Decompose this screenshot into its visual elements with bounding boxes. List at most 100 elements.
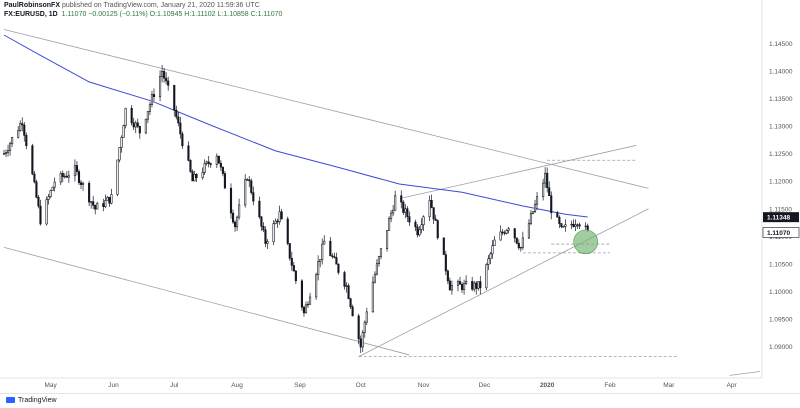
- candle-body-56: [161, 70, 164, 77]
- candle-body-94: [266, 241, 269, 244]
- moving-average-layer: [3, 34, 588, 218]
- candle-body-193: [548, 187, 551, 196]
- candle-body-69: [195, 174, 198, 179]
- candle-body-1: [4, 152, 8, 155]
- candle-body-147: [418, 229, 421, 236]
- candle-body-58: [165, 77, 168, 82]
- candle-body-173: [491, 245, 494, 255]
- candle-body-89: [252, 192, 255, 202]
- candle-body-192: [546, 172, 549, 189]
- candle-body-200: [570, 223, 573, 226]
- candle-body-4: [11, 137, 14, 144]
- candle-body-134: [379, 248, 383, 257]
- candle-body-50: [144, 118, 147, 134]
- price-axis[interactable]: 1.14500 1.14000 1.13500 1.13000 1.12500 1.120…: [762, 41, 800, 351]
- candle-body-171: [487, 258, 490, 265]
- candle-body-198: [562, 226, 565, 228]
- candle-body-172: [489, 253, 492, 260]
- candle-body-55: [159, 76, 162, 98]
- candle-body-53: [150, 94, 154, 105]
- candle-body-76: [217, 155, 220, 164]
- price-tick-2: 1.13500: [769, 96, 793, 103]
- candle-body-75: [215, 155, 218, 165]
- candle-body-3: [9, 143, 12, 151]
- candle-body-54: [152, 94, 156, 98]
- candle-body-142: [404, 208, 407, 213]
- candle-body-39: [110, 194, 113, 204]
- candle-body-20: [59, 173, 62, 183]
- candle-body-122: [347, 285, 350, 300]
- candle-body-25: [73, 165, 76, 177]
- tradingview-logo[interactable]: TradingView: [6, 397, 57, 404]
- publish-info: PaulRobinsonFX published on TradingView.…: [4, 2, 260, 9]
- candle-body-100: [286, 218, 289, 244]
- candle-body-113: [321, 243, 324, 260]
- candle-body-64: [181, 133, 184, 147]
- candle-body-167: [475, 282, 478, 289]
- candle-body-159: [450, 285, 453, 291]
- candle-body-160: [456, 281, 460, 286]
- price-tag-0: [763, 212, 799, 223]
- candle-body-6: [19, 123, 22, 131]
- candle-body-17: [49, 190, 52, 198]
- candle-body-43: [122, 125, 125, 138]
- candle-body-16: [47, 196, 50, 200]
- candle-body-162: [460, 284, 464, 290]
- candle-body-136: [388, 218, 391, 231]
- time-axis[interactable]: May Jun Jul Aug Sep Oct Nov Dec 2020 Feb Mar Apr: [44, 382, 737, 389]
- candle-body-83: [236, 216, 239, 228]
- candle-body-91: [260, 216, 263, 227]
- time-tick-7: Dec: [479, 382, 491, 389]
- candle-body-165: [471, 281, 474, 290]
- candle-body-110: [315, 274, 318, 298]
- candle-body-10: [31, 145, 34, 175]
- candle-body-45: [130, 107, 133, 124]
- candle-body-179: [507, 228, 510, 231]
- candle-body-103: [292, 265, 295, 272]
- candle-body-125: [357, 315, 360, 340]
- candle-body-117: [333, 256, 336, 258]
- candle-body-74: [209, 163, 212, 165]
- price-tick-11: 1.09000: [769, 344, 793, 351]
- time-tick-10: Mar: [663, 382, 675, 389]
- candle-body-107: [304, 304, 308, 314]
- candle-body-13: [37, 196, 40, 207]
- candle-body-59: [167, 80, 170, 86]
- time-tick-11: Apr: [727, 382, 738, 389]
- candles-layer: [2, 64, 589, 353]
- candle-body-87: [248, 179, 251, 182]
- candle-body-129: [365, 311, 368, 323]
- candle-body-132: [375, 263, 378, 275]
- price-tag-1: [762, 227, 800, 238]
- symbol-label[interactable]: FX:EURUSD, 1D: [4, 11, 58, 18]
- price-chart[interactable]: 1.14500 1.14000 1.13500 1.13000 1.12500 1.120…: [0, 0, 800, 393]
- candle-body-26: [75, 165, 79, 172]
- candle-body-164: [465, 281, 468, 284]
- candle-body-158: [448, 280, 451, 291]
- candle-body-186: [529, 213, 533, 224]
- candle-body-201: [572, 223, 575, 227]
- candle-body-202: [574, 224, 577, 227]
- candle-body-156: [444, 254, 447, 272]
- candle-body-197: [560, 223, 563, 227]
- candle-body-29: [81, 182, 85, 185]
- price-tick-8: 1.10500: [769, 261, 793, 268]
- candle-body-52: [148, 104, 151, 112]
- candle-body-15: [45, 199, 48, 225]
- trendline-3: [403, 144, 637, 199]
- candle-body-135: [386, 230, 389, 249]
- symbol-info: FX:EURUSD, 1D 1.11070 −0.00125 (−0.11%) …: [4, 11, 282, 18]
- author-name[interactable]: PaulRobinsonFX: [4, 2, 60, 9]
- candle-body-7: [21, 123, 24, 126]
- candle-body-174: [493, 239, 496, 246]
- candle-body-189: [535, 196, 539, 205]
- ohlc-values: 1.11070 −0.00125 (−0.11%) O:1.10945 H:1.…: [61, 11, 283, 18]
- candle-body-194: [550, 195, 553, 214]
- candle-body-71: [203, 163, 206, 173]
- candle-body-86: [246, 179, 249, 181]
- candle-body-63: [179, 122, 182, 135]
- candle-body-188: [533, 203, 537, 213]
- price-tick-3: 1.13000: [769, 124, 793, 131]
- candle-body-77: [219, 162, 222, 168]
- candle-body-11: [33, 173, 36, 183]
